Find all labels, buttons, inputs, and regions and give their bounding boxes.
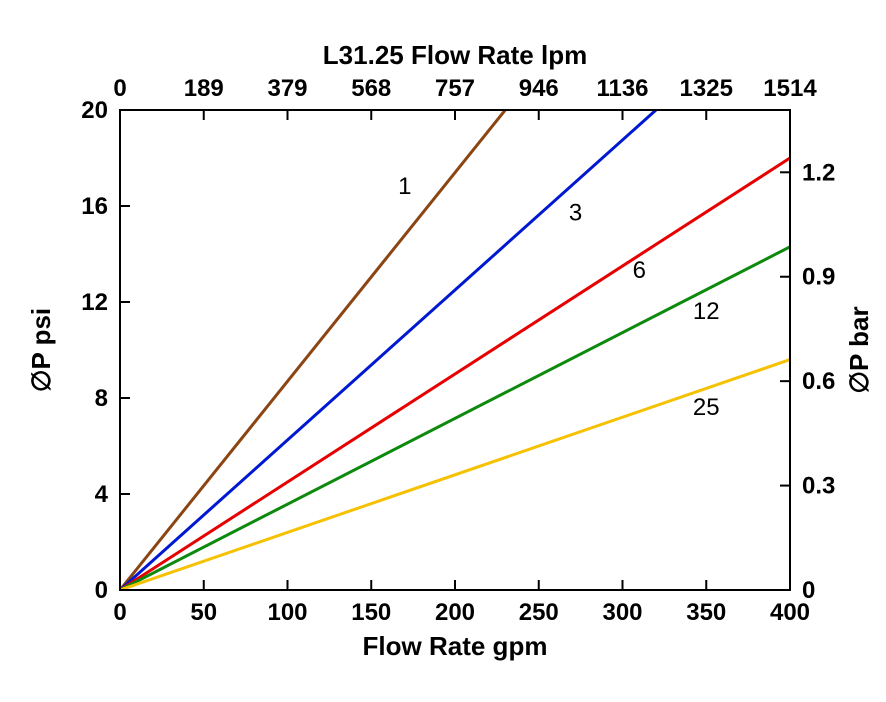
y-right-tick-label: 0.3	[802, 473, 835, 500]
y-right-tick-label: 1.2	[802, 159, 835, 186]
y-right-axis-label: ∅P bar	[844, 306, 874, 393]
y-left-tick-label: 20	[81, 97, 108, 124]
y-left-axis-label: ∅P psi	[26, 308, 56, 392]
x-top-tick-label: 1136	[596, 75, 648, 102]
x-top-tick-label: 1514	[763, 75, 817, 102]
y-right-tick-label: 0.9	[802, 264, 835, 291]
y-left-tick-label: 4	[95, 481, 109, 508]
y-left-tick-label: 12	[81, 289, 108, 316]
chart-title-top: L31.25 Flow Rate lpm	[323, 40, 587, 70]
x-bottom-tick-label: 50	[190, 599, 217, 626]
y-left-tick-label: 8	[95, 385, 108, 412]
x-top-tick-label: 0	[113, 75, 126, 102]
y-right-tick-label: 0	[802, 577, 815, 604]
x-top-tick-label: 946	[519, 75, 559, 102]
y-right-tick-label: 0.6	[802, 368, 835, 395]
x-top-tick-label: 379	[267, 75, 307, 102]
series-label-12: 12	[693, 298, 720, 325]
flow-rate-chart: 050100150200250300350400Flow Rate gpm018…	[0, 0, 886, 702]
x-bottom-tick-label: 150	[351, 599, 391, 626]
x-bottom-axis-label: Flow Rate gpm	[363, 631, 548, 661]
x-top-tick-label: 757	[435, 75, 475, 102]
x-bottom-tick-label: 300	[602, 599, 642, 626]
x-bottom-tick-label: 200	[435, 599, 475, 626]
chart-bg	[0, 0, 886, 702]
y-left-tick-label: 0	[95, 577, 108, 604]
x-top-tick-label: 189	[184, 75, 224, 102]
x-top-tick-label: 1325	[680, 75, 733, 102]
chart-container: 050100150200250300350400Flow Rate gpm018…	[0, 0, 886, 702]
x-bottom-tick-label: 0	[113, 599, 126, 626]
series-label-1: 1	[398, 173, 411, 200]
series-label-3: 3	[569, 199, 582, 226]
x-bottom-tick-label: 250	[519, 599, 559, 626]
x-bottom-tick-label: 100	[267, 599, 307, 626]
x-bottom-tick-label: 350	[686, 599, 726, 626]
series-label-6: 6	[633, 257, 646, 284]
series-label-25: 25	[693, 394, 720, 421]
y-left-tick-label: 16	[81, 193, 108, 220]
x-top-tick-label: 568	[351, 75, 391, 102]
